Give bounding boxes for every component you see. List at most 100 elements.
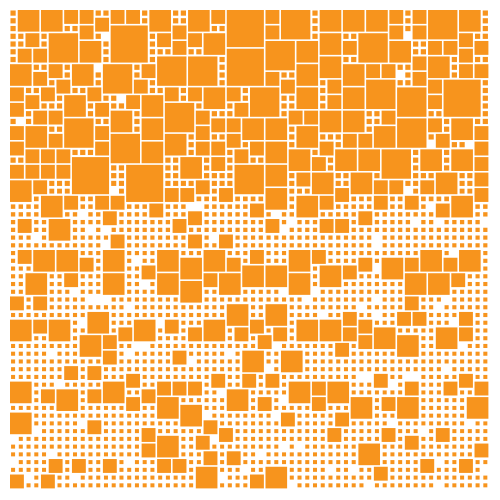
- mosaic-square: [149, 41, 156, 47]
- mosaic-square: [374, 405, 379, 410]
- mosaic-square: [33, 196, 39, 202]
- mosaic-square: [452, 436, 457, 441]
- mosaic-square: [150, 460, 155, 465]
- mosaic-square: [367, 305, 372, 310]
- mosaic-square: [80, 204, 85, 209]
- mosaic-square: [127, 320, 132, 325]
- mosaic-square: [289, 475, 294, 480]
- mosaic-square: [390, 467, 395, 472]
- mosaic-square: [127, 467, 132, 472]
- mosaic-square: [11, 312, 16, 318]
- mosaic-square: [25, 118, 32, 125]
- mosaic-square: [343, 250, 349, 256]
- mosaic-square: [180, 18, 186, 24]
- mosaic-square: [103, 118, 109, 125]
- mosaic-square: [88, 281, 93, 287]
- mosaic-square: [57, 351, 62, 356]
- mosaic-square: [165, 243, 170, 248]
- mosaic-square: [413, 421, 418, 426]
- mosaic-square: [204, 227, 209, 232]
- mosaic-square: [429, 436, 434, 441]
- mosaic-square: [289, 297, 294, 302]
- mosaic-square: [412, 311, 427, 326]
- mosaic-square: [382, 421, 387, 426]
- mosaic-square: [219, 80, 225, 86]
- mosaic-square: [398, 243, 403, 248]
- mosaic-square: [173, 483, 178, 488]
- mosaic-square: [127, 219, 132, 225]
- mosaic-square: [226, 304, 249, 326]
- mosaic-square: [251, 452, 256, 457]
- mosaic-square: [413, 180, 419, 186]
- mosaic-square: [359, 483, 364, 488]
- mosaic-square: [336, 483, 341, 488]
- mosaic-square: [367, 281, 372, 287]
- mosaic-square: [195, 466, 218, 489]
- mosaic-square: [382, 227, 387, 232]
- mosaic-square: [96, 452, 101, 457]
- mosaic-square: [150, 382, 155, 387]
- mosaic-square: [40, 149, 55, 164]
- mosaic-square: [79, 257, 94, 272]
- mosaic-square: [265, 40, 295, 71]
- mosaic-square: [483, 235, 488, 240]
- mosaic-square: [189, 374, 194, 379]
- mosaic-square: [235, 413, 240, 418]
- mosaic-square: [133, 319, 156, 342]
- mosaic-square: [336, 305, 341, 310]
- mosaic-square: [96, 227, 101, 232]
- mosaic-square: [87, 149, 94, 156]
- mosaic-square: [258, 219, 263, 225]
- mosaic-square: [436, 421, 441, 426]
- mosaic-square: [243, 289, 248, 294]
- mosaic-square: [398, 460, 403, 465]
- mosaic-square: [96, 289, 101, 294]
- mosaic-square: [436, 374, 441, 379]
- mosaic-square: [474, 40, 489, 55]
- mosaic-square: [420, 41, 426, 47]
- mosaic-square: [212, 305, 217, 310]
- mosaic-square: [467, 436, 472, 441]
- mosaic-square: [49, 103, 55, 109]
- mosaic-square: [305, 460, 310, 465]
- mosaic-square: [428, 118, 442, 133]
- mosaic-square: [382, 289, 387, 294]
- mosaic-square: [134, 64, 140, 70]
- mosaic-square: [483, 258, 488, 263]
- mosaic-square: [257, 397, 272, 411]
- mosaic-square: [41, 235, 47, 240]
- mosaic-square: [243, 250, 248, 256]
- mosaic-square: [343, 359, 349, 364]
- mosaic-square: [111, 405, 116, 410]
- mosaic-square: [18, 312, 23, 318]
- mosaic-square: [102, 250, 125, 272]
- mosaic-square: [57, 483, 62, 488]
- mosaic-square: [142, 305, 147, 310]
- mosaic-square: [274, 460, 279, 465]
- mosaic-square: [181, 429, 186, 434]
- mosaic-square: [165, 49, 171, 55]
- mosaic-square: [483, 429, 488, 434]
- mosaic-square: [227, 359, 232, 364]
- mosaic-square: [64, 273, 79, 288]
- mosaic-square: [10, 235, 16, 240]
- mosaic-square: [227, 475, 232, 480]
- mosaic-square: [26, 212, 31, 217]
- mosaic-square: [212, 343, 217, 349]
- mosaic-square: [359, 297, 364, 302]
- mosaic-square: [18, 204, 24, 209]
- mosaic-square: [327, 95, 342, 110]
- mosaic-square: [102, 64, 133, 94]
- mosaic-square: [281, 250, 287, 256]
- mosaic-square: [111, 374, 116, 379]
- mosaic-square: [40, 474, 55, 489]
- mosaic-square: [305, 421, 310, 426]
- mosaic-square: [389, 180, 404, 195]
- mosaic-square: [220, 467, 225, 472]
- mosaic-square: [274, 452, 279, 457]
- mosaic-square: [342, 40, 357, 55]
- mosaic-square: [65, 444, 70, 449]
- mosaic-square: [436, 235, 441, 240]
- mosaic-square: [452, 297, 457, 302]
- mosaic-square: [211, 188, 217, 194]
